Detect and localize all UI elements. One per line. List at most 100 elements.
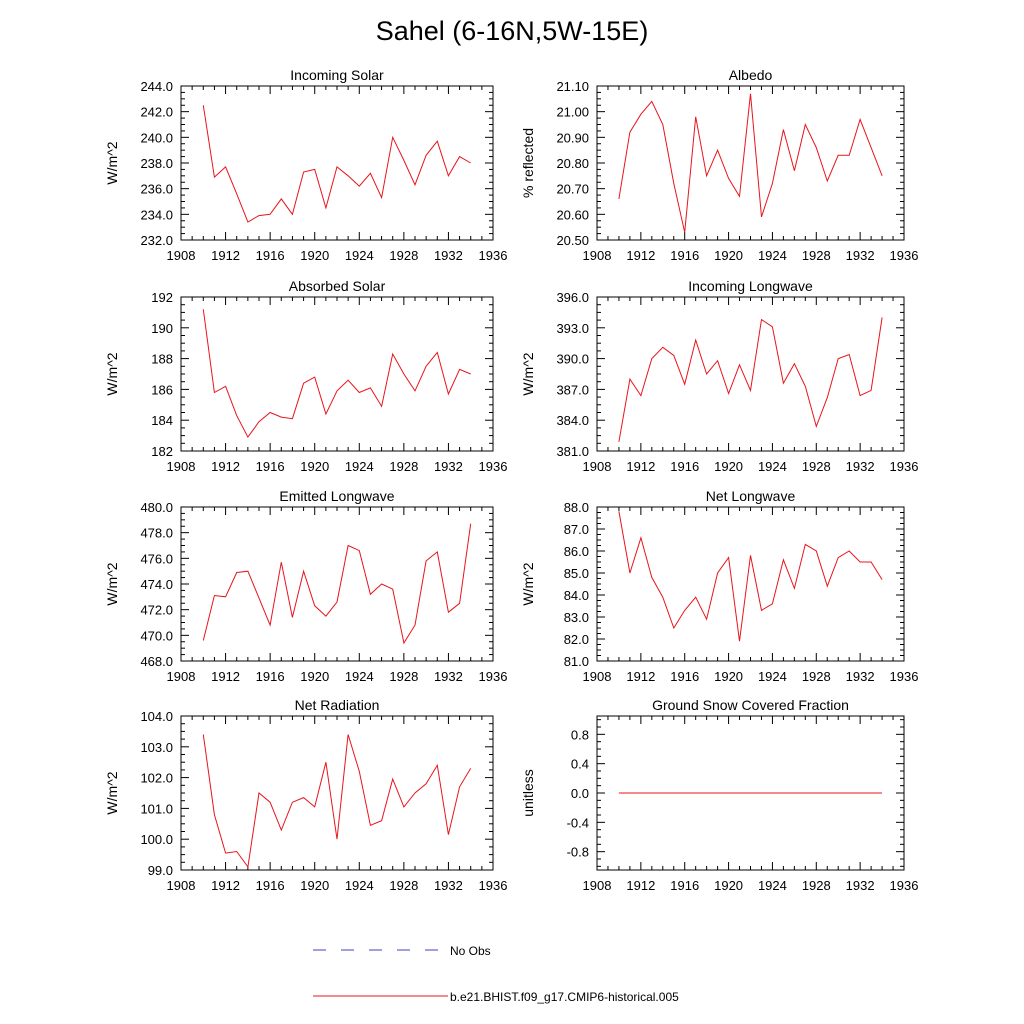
x-tick-label: 1936 — [890, 669, 919, 684]
x-tick-label: 1936 — [479, 248, 508, 263]
x-tick-label: 1928 — [389, 248, 418, 263]
y-axis-label: unitless — [520, 769, 536, 816]
y-tick-label: 86.0 — [564, 544, 589, 559]
x-tick-label: 1936 — [890, 459, 919, 474]
x-tick-label: 1912 — [211, 248, 240, 263]
x-tick-label: 1916 — [670, 669, 699, 684]
x-tick-label: 1932 — [846, 669, 875, 684]
y-tick-label: 393.0 — [556, 321, 589, 336]
x-tick-label: 1928 — [389, 459, 418, 474]
plot-frame — [596, 85, 905, 241]
series-line — [202, 734, 472, 869]
panel-title: Albedo — [729, 67, 773, 83]
y-tick-label: 244.0 — [140, 79, 173, 94]
y-tick-label: 21.10 — [556, 79, 589, 94]
x-tick-label: 1920 — [714, 459, 743, 474]
panel-title: Net Radiation — [295, 697, 380, 713]
x-tick-label: 1936 — [890, 878, 919, 893]
y-tick-label: 20.80 — [556, 156, 589, 171]
y-tick-label: 387.0 — [556, 382, 589, 397]
x-tick-label: 1908 — [167, 669, 196, 684]
y-tick-label: 101.0 — [140, 801, 173, 816]
plot-frame — [180, 715, 494, 871]
x-tick-label: 1916 — [670, 878, 699, 893]
x-tick-label: 1920 — [300, 459, 329, 474]
y-tick-label: 184 — [151, 413, 173, 428]
x-tick-label: 1924 — [345, 248, 374, 263]
y-tick-label: 474.0 — [140, 577, 173, 592]
panel-title: Incoming Solar — [290, 67, 384, 83]
y-tick-label: 21.00 — [556, 105, 589, 120]
x-tick-label: 1916 — [670, 248, 699, 263]
y-tick-label: 480.0 — [140, 500, 173, 515]
y-tick-label: 83.0 — [564, 610, 589, 625]
y-tick-label: 190 — [151, 321, 173, 336]
y-tick-label: 242.0 — [140, 105, 173, 120]
x-tick-label: 1912 — [626, 878, 655, 893]
x-tick-label: 1908 — [583, 248, 612, 263]
x-tick-label: 1932 — [434, 459, 463, 474]
panel-title: Absorbed Solar — [289, 278, 386, 294]
y-tick-label: 85.0 — [564, 566, 589, 581]
y-tick-label: 100.0 — [140, 832, 173, 847]
x-tick-label: 1928 — [389, 669, 418, 684]
x-tick-label: 1928 — [802, 878, 831, 893]
series-line — [618, 93, 883, 233]
series-line — [202, 309, 471, 439]
y-tick-label: 20.50 — [556, 233, 589, 248]
x-tick-label: 1928 — [389, 878, 418, 893]
y-axis-label: W/m^2 — [104, 771, 120, 814]
x-tick-label: 1912 — [626, 669, 655, 684]
x-tick-label: 1908 — [583, 459, 612, 474]
chart-panel-5: Net Longwave W/m^2 1908 1912 1916 1920 1924 192… — [520, 488, 918, 684]
chart-panel-2: Absorbed Solar W/m^2 1908 1912 1916 1920 1924 1… — [104, 278, 507, 474]
x-tick-label: 1936 — [479, 669, 508, 684]
y-tick-label: 103.0 — [140, 740, 173, 755]
x-tick-label: 1912 — [626, 459, 655, 474]
y-axis-label: % reflected — [520, 128, 536, 198]
y-tick-label: 81.0 — [564, 654, 589, 669]
x-tick-label: 1920 — [714, 669, 743, 684]
panel-title: Ground Snow Covered Fraction — [652, 697, 849, 713]
y-tick-label: 182 — [151, 444, 173, 459]
panel-title: Emitted Longwave — [279, 488, 394, 504]
x-tick-label: 1932 — [434, 878, 463, 893]
y-tick-label: 20.60 — [556, 207, 589, 222]
y-tick-label: 0.0 — [571, 786, 589, 801]
x-tick-label: 1932 — [846, 248, 875, 263]
y-axis-label: W/m^2 — [104, 562, 120, 605]
y-tick-label: 104.0 — [140, 709, 173, 724]
figure-title: Sahel (6-16N,5W-15E) — [376, 16, 649, 46]
x-tick-label: 1908 — [167, 248, 196, 263]
y-tick-label: 234.0 — [140, 207, 173, 222]
series-line — [202, 105, 471, 223]
plot-frame — [596, 296, 905, 452]
y-axis-label: W/m^2 — [104, 141, 120, 184]
y-tick-label: 88.0 — [564, 500, 589, 515]
y-tick-label: 192 — [151, 290, 173, 305]
x-tick-label: 1920 — [300, 669, 329, 684]
x-tick-label: 1920 — [714, 878, 743, 893]
x-tick-label: 1916 — [256, 669, 285, 684]
y-tick-label: -0.4 — [567, 815, 589, 830]
x-tick-label: 1920 — [300, 878, 329, 893]
y-axis-label: W/m^2 — [520, 352, 536, 395]
y-tick-label: 470.0 — [140, 628, 173, 643]
y-tick-label: 236.0 — [140, 182, 173, 197]
legend-obs-label: No Obs — [450, 944, 491, 958]
plot-frame — [180, 296, 494, 452]
y-axis-label: W/m^2 — [104, 352, 120, 395]
plot-frame — [180, 85, 494, 241]
chart-panel-3: Incoming Longwave W/m^2 1908 1912 1916 1920 19… — [520, 278, 918, 474]
x-tick-label: 1912 — [626, 248, 655, 263]
x-tick-label: 1920 — [300, 248, 329, 263]
y-tick-label: 99.0 — [148, 863, 173, 878]
y-tick-label: 472.0 — [140, 603, 173, 618]
y-tick-label: -0.8 — [567, 845, 589, 860]
x-tick-label: 1908 — [583, 878, 612, 893]
y-tick-label: 102.0 — [140, 771, 173, 786]
y-axis-label: W/m^2 — [520, 562, 536, 605]
y-tick-label: 186 — [151, 382, 173, 397]
x-tick-label: 1928 — [802, 459, 831, 474]
